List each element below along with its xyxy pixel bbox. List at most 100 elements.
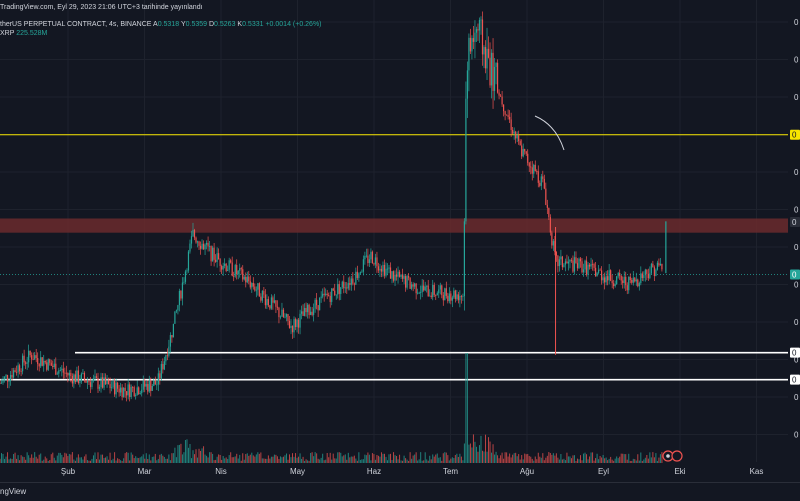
- candle: [9, 371, 12, 386]
- candle: [579, 257, 582, 268]
- candle: [522, 143, 524, 158]
- volume-bar: [457, 456, 459, 463]
- candle: [118, 384, 120, 397]
- volume-bar: [480, 435, 482, 463]
- volume-bar: [495, 451, 497, 463]
- volume-bar: [108, 459, 110, 463]
- volume-bar: [359, 459, 361, 463]
- candle: [328, 292, 330, 297]
- candle: [374, 253, 377, 269]
- volume-bar: [293, 456, 295, 463]
- candle: [231, 256, 233, 277]
- volume-bar: [203, 446, 205, 463]
- volume-bar: [123, 458, 125, 463]
- candle: [346, 282, 348, 294]
- candle: [546, 199, 548, 215]
- candle: [644, 268, 646, 282]
- level-price-tag-text: 0: [792, 131, 797, 140]
- volume-bar: [573, 455, 575, 463]
- volume-bar: [0, 458, 1, 463]
- candle: [445, 281, 447, 299]
- candle: [174, 311, 176, 324]
- volume-bar: [85, 454, 87, 463]
- candle: [151, 383, 153, 391]
- volume-bar: [383, 453, 385, 463]
- candle: [302, 304, 304, 316]
- candle: [576, 258, 579, 271]
- volume-bar: [201, 448, 203, 463]
- candle: [498, 89, 500, 100]
- candle: [602, 275, 604, 284]
- volume-bar: [444, 452, 446, 463]
- volume-bar: [380, 452, 382, 463]
- volume-bar: [157, 458, 159, 463]
- volume-bar: [213, 460, 215, 463]
- volume-bar: [243, 459, 245, 463]
- low-value: 0.5263: [214, 21, 236, 28]
- candle: [313, 303, 315, 322]
- volume-bar: [504, 452, 506, 463]
- candle: [555, 251, 557, 262]
- volume-bar: [49, 460, 51, 463]
- volume-bar: [73, 459, 75, 463]
- candle: [552, 238, 554, 251]
- volume-bar: [231, 457, 233, 463]
- candle: [438, 285, 440, 298]
- volume-bar: [89, 460, 91, 463]
- time-axis[interactable]: Şub Mar Nis May Haz Tem Ağu Eyl Eki Kas: [0, 463, 800, 482]
- candle: [620, 274, 622, 285]
- candle: [570, 257, 573, 263]
- brand-logo[interactable]: ngView: [0, 487, 27, 496]
- candle: [270, 294, 273, 310]
- volume-bar: [65, 453, 67, 463]
- candle: [519, 139, 521, 146]
- price-axis[interactable]: 00000000000000000: [788, 0, 800, 482]
- volume-bar: [448, 460, 450, 463]
- candle: [543, 174, 545, 190]
- candle: [254, 283, 256, 292]
- candle: [215, 254, 217, 263]
- volume-bar: [604, 458, 606, 463]
- candle: [578, 257, 580, 269]
- candle: [248, 270, 250, 285]
- candle: [388, 264, 390, 274]
- trend-curve[interactable]: [534, 115, 565, 151]
- volume-bar: [95, 459, 97, 463]
- candle: [554, 236, 556, 256]
- candle: [411, 281, 413, 291]
- volume-bar: [190, 458, 192, 463]
- close-value: 0.5331: [242, 21, 264, 28]
- volume-bar: [641, 460, 643, 463]
- candle: [590, 257, 592, 270]
- volume-bar: [382, 453, 384, 463]
- candle: [142, 375, 144, 393]
- volume-bar: [168, 454, 170, 463]
- volume-bar: [481, 450, 483, 463]
- event-flag-icon[interactable]: [662, 450, 683, 462]
- volume-bar: [20, 455, 22, 463]
- volume-bar: [141, 456, 143, 463]
- price-tick-label: 0: [794, 18, 799, 27]
- volume-bar: [521, 455, 523, 463]
- volume-bar: [2, 453, 4, 463]
- candle: [183, 277, 185, 285]
- volume-bar: [88, 460, 90, 463]
- volume-bar: [362, 459, 364, 463]
- volume-bar: [518, 454, 520, 463]
- candle: [166, 348, 168, 361]
- volume-bar: [304, 460, 306, 463]
- symbol-name[interactable]: therUS PERPETUAL CONTRACT, 4s, BINANCE: [0, 21, 152, 28]
- candle: [56, 371, 58, 375]
- candle: [423, 279, 425, 292]
- candle: [225, 262, 227, 273]
- candle: [401, 268, 404, 282]
- candle: [484, 40, 487, 74]
- volume-bar: [412, 455, 414, 463]
- candle: [195, 236, 197, 244]
- volume-bar: [228, 455, 230, 463]
- volume-bar: [364, 454, 366, 463]
- candle: [62, 361, 64, 379]
- candle: [386, 263, 389, 276]
- candle: [451, 295, 453, 308]
